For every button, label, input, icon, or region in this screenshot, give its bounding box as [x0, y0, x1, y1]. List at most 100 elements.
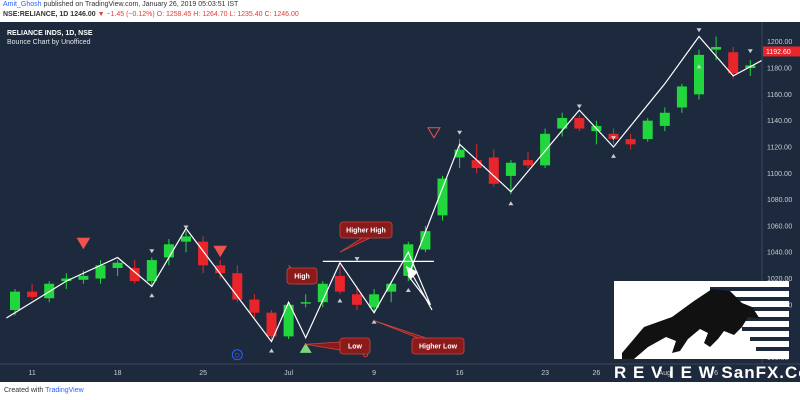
candles — [10, 36, 773, 342]
pivot-low-marker — [508, 201, 514, 206]
header-bar: Amit_Ghosh published on TradingView.com,… — [0, 0, 800, 22]
x-tick-label: Aug — [659, 370, 672, 377]
y-tick-label: 1180.00 — [767, 66, 792, 73]
candle-body — [198, 241, 209, 266]
pivot-low-marker — [149, 293, 155, 298]
watermark-text: R E V I E W SanFX.Com — [614, 363, 800, 382]
created-with-label: Created with — [4, 387, 44, 394]
circle-marker-label: D — [235, 352, 240, 359]
annotation-box — [339, 221, 393, 239]
candle-body — [437, 178, 448, 216]
bull-logo-icon — [614, 281, 789, 359]
publish-info: Amit_Ghosh published on TradingView.com,… — [3, 1, 238, 8]
chart-title: RELIANCE INDS, 1D, NSE — [7, 30, 93, 37]
symbol-label: NSE:RELIANCE, 1D — [3, 11, 69, 18]
candle-body — [283, 304, 294, 337]
ohlc-low: L: 1235.40 — [229, 11, 263, 18]
arrow-head — [406, 266, 418, 280]
candle-body — [694, 54, 704, 95]
symbol-info: NSE:RELIANCE, 1D 1246.00 ▼ −1.45 (−0.12%… — [3, 11, 299, 18]
annotation-label: High — [294, 274, 310, 281]
candle-body — [266, 312, 277, 337]
y-tick-label: 1200.00 — [767, 39, 792, 46]
price-change: ▼ −1.45 (−0.12%) — [97, 11, 155, 18]
candle-body — [642, 120, 653, 140]
watermark-logo: R E V I E W SanFX.Com — [614, 281, 800, 391]
candle-body — [557, 118, 568, 129]
candle-body — [61, 278, 72, 282]
candle-body — [403, 244, 414, 276]
pivot-low-marker — [611, 153, 616, 158]
candle-body — [10, 291, 20, 311]
candle-body — [95, 265, 106, 279]
annotations: High Higher High Low Higher Low — [286, 221, 465, 355]
candle-body — [454, 149, 465, 158]
x-tick-label: 18 — [114, 370, 122, 377]
author-link[interactable]: Amit_Ghosh — [3, 1, 42, 8]
big-down-marker — [213, 245, 228, 258]
annotation-label: Higher High — [346, 228, 386, 235]
y-tick-label: 1060.00 — [767, 223, 792, 230]
candle-body — [369, 294, 380, 308]
y-tick-label: 1120.00 — [767, 144, 792, 151]
ohlc-close: C: 1246.00 — [264, 11, 299, 18]
candle-body — [625, 139, 636, 145]
candle-body — [146, 260, 157, 282]
candle-body — [334, 275, 345, 292]
last-price-tag — [763, 46, 800, 57]
chart-subtitle: Bounce Chart by Unofficed — [7, 39, 91, 46]
candle-body — [728, 52, 739, 74]
annotation-label: Low — [348, 344, 363, 351]
big-down-marker — [427, 127, 441, 139]
candle-body — [540, 133, 551, 166]
candle-body — [78, 275, 89, 280]
candle-body — [232, 273, 243, 300]
y-tick-label: 1100.00 — [767, 171, 792, 178]
candle-body — [352, 294, 362, 305]
pivot-low-marker — [405, 288, 411, 293]
pivot-high-marker — [183, 225, 189, 230]
zigzag-line — [6, 35, 768, 343]
candle-body — [471, 160, 482, 169]
annotation-box — [339, 337, 371, 355]
tradingview-link[interactable]: TradingView — [45, 387, 84, 394]
footer-text: Created with TradingView — [4, 387, 84, 394]
arrow-shaft — [411, 273, 433, 311]
pivot-high-marker — [696, 28, 702, 33]
candle-body — [27, 291, 38, 297]
pivot-high-marker — [149, 249, 155, 254]
candle-body — [163, 244, 174, 258]
candle-body — [676, 86, 687, 108]
candle-body — [574, 118, 585, 129]
y-tick-label: 1160.00 — [767, 92, 792, 99]
x-tick-label: 26 — [593, 370, 601, 377]
ohlc-high: H: 1264.70 — [193, 11, 228, 18]
annotation-box — [411, 337, 465, 355]
pivot-high-marker — [457, 130, 463, 135]
big-down-marker — [76, 237, 91, 250]
candle-body — [112, 262, 123, 268]
candle-body — [215, 265, 226, 274]
y-tick-label: 1140.00 — [767, 118, 792, 125]
x-tick-label: Jul — [284, 370, 293, 377]
candle-body — [317, 283, 328, 303]
x-tick-label: 25 — [199, 370, 207, 377]
ohlc-open: O: 1258.45 — [156, 11, 192, 18]
candle-body — [129, 267, 140, 282]
big-up-marker — [299, 342, 312, 353]
x-tick-label: 9 — [372, 370, 376, 377]
pivot-low-marker — [269, 348, 274, 353]
candle-body — [420, 231, 431, 250]
pivot-low-marker — [337, 298, 343, 303]
y-tick-label: 1020.00 — [767, 276, 792, 283]
pivot-high-marker — [611, 136, 616, 141]
published-text: published on TradingView.com, January 26… — [43, 1, 239, 8]
pivot-low-marker — [696, 64, 702, 69]
x-tick-label: 11 — [28, 370, 35, 377]
pivot-high-marker — [747, 49, 753, 54]
footer-bar: Created with TradingView — [0, 382, 800, 400]
x-tick-label: 23 — [541, 370, 549, 377]
pivot-low-marker — [371, 319, 377, 324]
pivot-high-marker — [576, 104, 582, 109]
